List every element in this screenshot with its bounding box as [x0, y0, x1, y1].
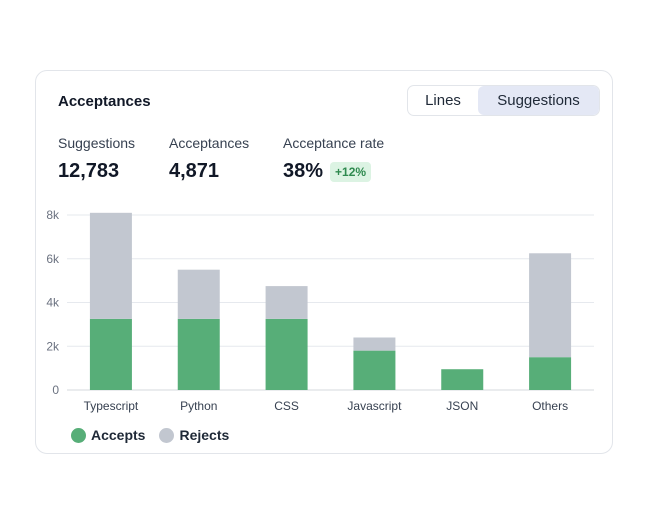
legend-label: Rejects — [179, 427, 230, 443]
y-tick-label: 4k — [46, 296, 60, 310]
bar-accepts-python — [177, 318, 220, 390]
x-tick-label: Javascript — [347, 399, 402, 413]
x-tick-label: Others — [532, 399, 568, 413]
legend-item-accepts[interactable]: Accepts — [71, 427, 145, 443]
bar-rejects-typescript — [89, 212, 132, 319]
accepts-swatch — [71, 427, 86, 443]
card-title: Acceptances — [58, 93, 151, 110]
stat-label: Acceptance rate — [283, 135, 385, 151]
change-badge: +12% — [330, 161, 372, 182]
y-tick-label: 8k — [46, 208, 60, 222]
stat-label: Acceptances — [169, 135, 250, 151]
chart-legend: Accepts Rejects — [71, 427, 229, 443]
x-tick-label: Typescript — [84, 399, 139, 413]
stat-suggestions: Suggestions 12,783 — [58, 135, 135, 183]
rejects-swatch — [159, 427, 175, 443]
legend-item-rejects[interactable]: Rejects — [159, 427, 229, 443]
bar-accepts-javascript — [353, 350, 396, 390]
bar-rejects-python — [177, 269, 220, 319]
toggle-suggestions[interactable]: Suggestions — [478, 86, 599, 115]
metric-toggle: Lines Suggestions — [407, 85, 600, 116]
stat-value: 4,871 — [169, 160, 220, 182]
y-tick-label: 2k — [46, 339, 60, 353]
x-tick-label: CSS — [274, 399, 299, 413]
bar-rejects-others — [529, 253, 572, 358]
toggle-lines[interactable]: Lines — [425, 92, 461, 109]
stat-acceptances: Acceptances 4,871 — [169, 135, 249, 183]
stat-acceptance-rate: Acceptance rate 38% +12% — [283, 135, 384, 183]
x-tick-label: Python — [180, 399, 217, 413]
x-tick-label: JSON — [446, 399, 478, 413]
y-tick-label: 0 — [52, 383, 59, 397]
legend-label: Accepts — [91, 427, 146, 443]
bar-accepts-typescript — [89, 318, 132, 390]
stat-label: Suggestions — [58, 135, 136, 151]
y-tick-label: 6k — [46, 252, 60, 266]
bar-rejects-css — [265, 286, 308, 319]
bar-rejects-javascript — [353, 337, 396, 351]
stat-value: 38% — [283, 160, 324, 182]
stat-value: 12,783 — [58, 160, 120, 182]
bar-accepts-others — [529, 357, 572, 390]
bar-accepts-css — [265, 318, 308, 390]
bar-accepts-json — [441, 369, 484, 390]
